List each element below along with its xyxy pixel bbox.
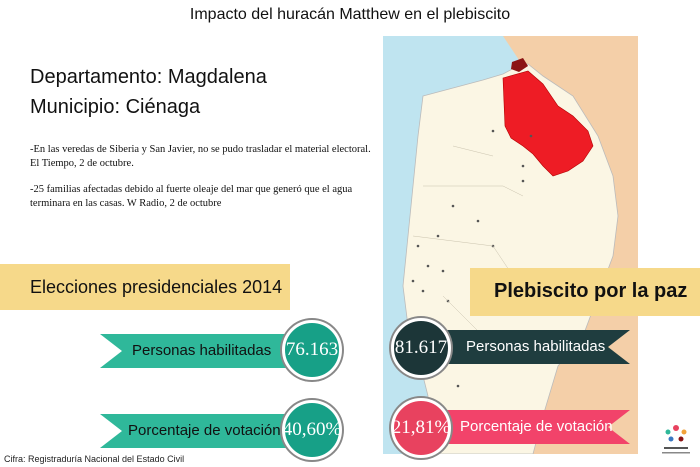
ribbon-shape xyxy=(430,330,630,364)
plebiscito-personas-ribbon: Personas habilitadas xyxy=(430,330,630,364)
elecciones-banner: Elecciones presidenciales 2014 xyxy=(0,264,290,310)
elecciones-heading: Elecciones presidenciales 2014 xyxy=(30,277,283,297)
plebiscito-personas-value: 81.617 xyxy=(391,318,451,378)
elecciones-porcentaje-label: Porcentaje de votación xyxy=(128,422,281,439)
elecciones-personas-number: 76.163 xyxy=(285,339,339,360)
page-title: Impacto del huracán Matthew en el plebis… xyxy=(189,6,511,23)
source-footer: Cifra: Registraduría Nacional del Estado… xyxy=(4,454,185,464)
departamento-heading: Departamento: Magdalena xyxy=(30,66,267,88)
plebiscito-banner: Plebiscito por la paz xyxy=(470,268,700,316)
news-note: -25 familias afectadas debido al fuerte … xyxy=(30,184,353,209)
plebiscito-personas-label: Personas habilitadas xyxy=(466,338,606,355)
elecciones-personas-value: 76.163 xyxy=(282,320,342,380)
elecciones-porcentaje-ribbon: Porcentaje de votación xyxy=(100,414,310,448)
news-note: -En las veredas de Siberia y San Javier,… xyxy=(30,144,371,169)
map-illustration xyxy=(383,36,638,454)
logo-icon xyxy=(662,425,690,454)
municipio-heading: Municipio: Ciénaga xyxy=(30,96,201,118)
elecciones-porcentaje-number: 40,60% xyxy=(282,419,342,440)
elecciones-personas-label: Personas habilitadas xyxy=(132,342,272,359)
ribbon-shape xyxy=(430,410,630,444)
plebiscito-porcentaje-ribbon: Porcentaje de votación xyxy=(430,410,630,444)
plebiscito-porcentaje-label: Porcentaje de votación xyxy=(460,418,613,435)
ribbon-shape xyxy=(100,334,290,368)
plebiscito-heading: Plebiscito por la paz xyxy=(494,280,688,302)
plebiscito-personas-number: 81.617 xyxy=(394,337,448,358)
elecciones-porcentaje-value: 40,60% xyxy=(282,400,342,460)
elecciones-personas-ribbon: Personas habilitadas xyxy=(100,334,310,368)
plebiscito-porcentaje-number: 21,81% xyxy=(391,417,451,438)
ribbon-shape xyxy=(100,414,290,448)
plebiscito-porcentaje-value: 21,81% xyxy=(391,398,451,458)
